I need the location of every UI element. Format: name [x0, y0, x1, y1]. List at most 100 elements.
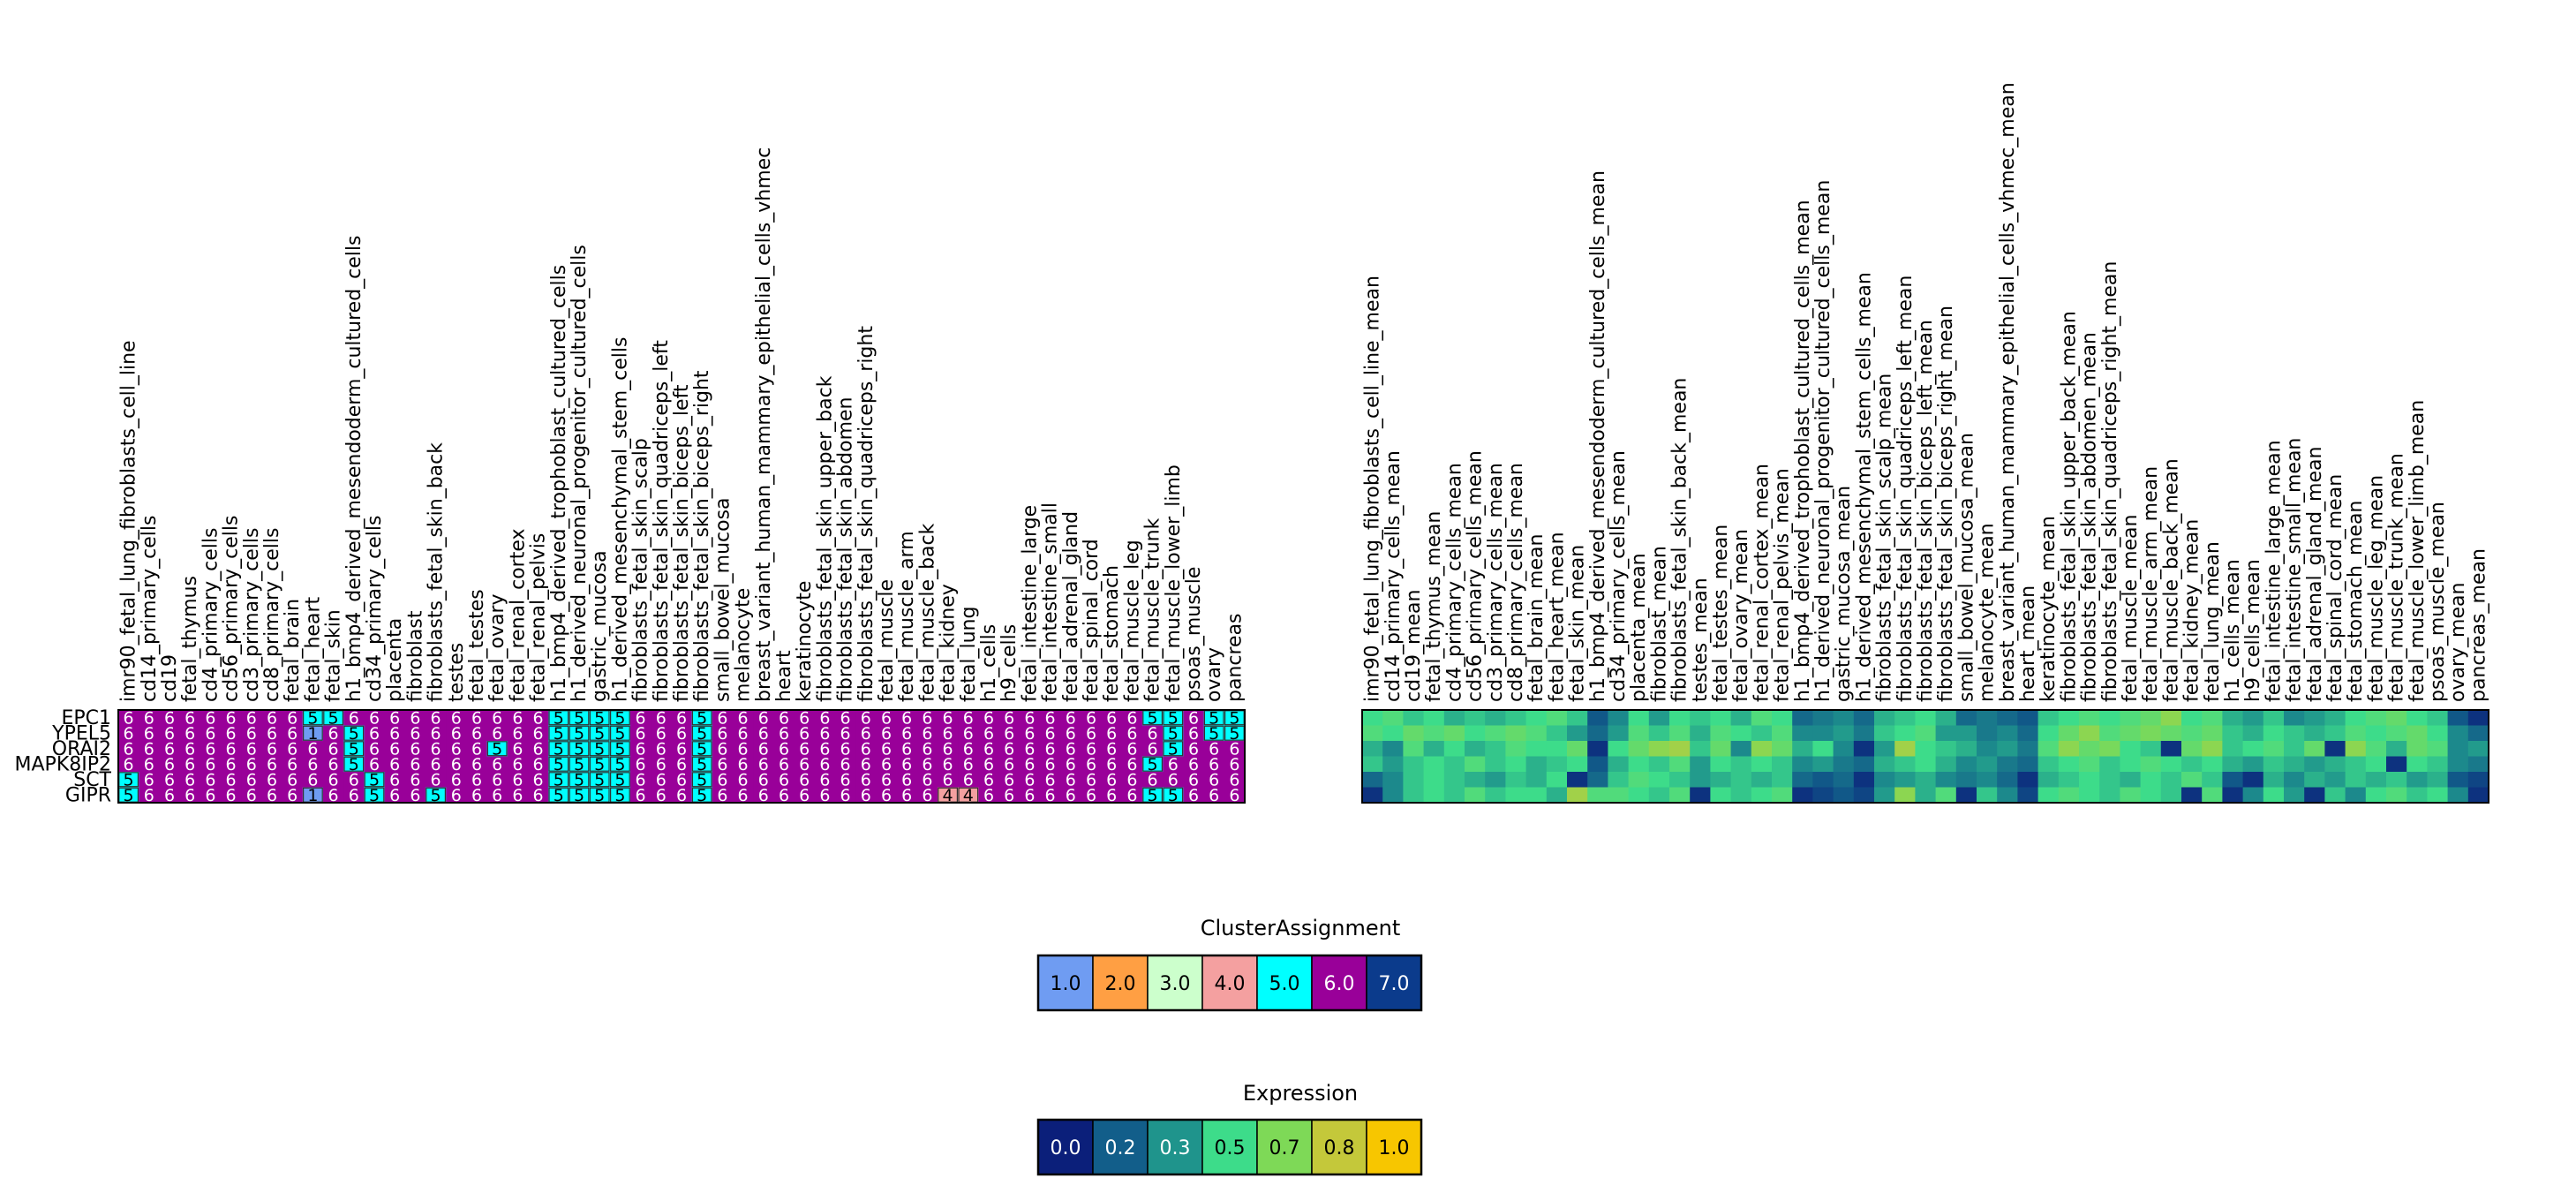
cluster-cell-label: 6 [840, 724, 851, 744]
cluster-cell-label: 6 [1004, 786, 1014, 805]
expression-column-label: fibroblasts_fetal_skin_upper_back_mean [2058, 311, 2080, 702]
cluster-cell-label: 6 [185, 739, 195, 759]
cluster-cell [241, 787, 262, 804]
cluster-cell [651, 787, 672, 804]
expression-cell [1505, 772, 1526, 788]
expression-cell [2284, 741, 2305, 757]
cluster-cell [814, 756, 836, 773]
expression-cell [2181, 787, 2203, 804]
cluster-cell-label: 6 [226, 724, 237, 744]
expression-column-label: cd34_primary_cells_mean [1608, 450, 1630, 702]
expression-cell [2160, 710, 2182, 726]
cluster-cell [1019, 710, 1041, 726]
expression-cell [1710, 725, 1731, 742]
cluster-cell-label: 6 [471, 755, 482, 774]
cluster-cell-label: 5 [1168, 786, 1179, 805]
cluster-cell-label: 6 [471, 770, 482, 789]
cluster-cell-label: 6 [1024, 755, 1035, 774]
expression-column-label: cd4_primary_cells_mean [1443, 463, 1465, 702]
expression-cell [2222, 787, 2243, 804]
cluster-cell [1224, 787, 1246, 804]
cluster-cell [938, 741, 959, 757]
cluster-cell [159, 710, 180, 726]
cluster-column-label: h1_bmp4_derived_trophoblast_cultured_cel… [548, 265, 570, 702]
cluster-cell-label: 6 [205, 755, 215, 774]
expression-cell [1382, 741, 1404, 757]
cluster-column-label: fibroblasts_fetal_skin_back [426, 442, 448, 702]
cluster-cell-label: 6 [431, 724, 441, 744]
cluster-column-label: fetal_skin [323, 609, 345, 702]
cluster-cell-label: 6 [144, 770, 154, 789]
cluster-cell [896, 725, 918, 742]
cluster-cell [404, 772, 426, 788]
cluster-cell [404, 741, 426, 757]
cluster-cell-outline [609, 756, 630, 772]
cluster-cell-label: 6 [226, 786, 237, 805]
expression-cell [2037, 756, 2060, 773]
cluster-cell-label: 6 [246, 770, 257, 789]
expression-cell [1894, 787, 1916, 804]
cluster-cell [958, 725, 979, 742]
cluster-cell-label: 6 [717, 786, 727, 805]
expression-cell [2263, 741, 2285, 757]
cluster-cell-label: 6 [389, 786, 400, 805]
expression-cell [2160, 772, 2182, 788]
cluster-column-labels: imr90_fetal_lung_fibroblasts_cell_linecd… [118, 147, 1247, 702]
cluster-cell-label: 6 [738, 786, 749, 805]
cluster-cell [651, 741, 672, 757]
cluster-cell-label: 6 [246, 786, 257, 805]
cluster-cell-label: 6 [779, 724, 789, 744]
cluster-cell [712, 787, 734, 804]
cluster-cell [466, 772, 487, 788]
cluster-cell-label: 6 [799, 708, 810, 728]
cluster-cell-label: 6 [1106, 739, 1117, 759]
cluster-cell-label: 6 [676, 786, 687, 805]
cluster-cell-label: 6 [1126, 786, 1137, 805]
row-label: MAPK8IP2 [15, 753, 111, 775]
cluster-cell-label: 6 [144, 724, 154, 744]
cluster-cell [609, 787, 631, 804]
cluster-cell [302, 756, 324, 773]
cluster-cell-label: 6 [901, 739, 912, 759]
expression-cell [1935, 772, 1957, 788]
cluster-column-label: fetal_muscle_lower_limb [1163, 464, 1185, 702]
cluster-cell [486, 756, 508, 773]
cluster-cell-label: 6 [410, 708, 420, 728]
cluster-cell-label: 6 [943, 724, 953, 744]
cluster-cell [200, 787, 222, 804]
cluster-cell [1142, 710, 1164, 726]
expression-cell [1669, 725, 1691, 742]
cluster-cell [651, 756, 672, 773]
cluster-cell [1019, 756, 1041, 773]
cluster-cell [139, 787, 160, 804]
cluster-cell [466, 741, 487, 757]
expression-cell [2284, 787, 2305, 804]
expression-cell [2099, 772, 2120, 788]
cluster-cell [323, 741, 344, 757]
expression-cell [2202, 787, 2223, 804]
cluster-cell [1060, 756, 1081, 773]
cluster-cell-label: 6 [963, 724, 974, 744]
cluster-cell [1163, 787, 1184, 804]
cluster-cell-outline [589, 725, 610, 741]
cluster-cell-label: 6 [840, 770, 851, 789]
expression-cell [1730, 725, 1752, 742]
cluster-cell [691, 756, 713, 773]
expression-column-label: h1_bmp4_derived_trophoblast_cultured_cel… [1792, 200, 1814, 702]
expression-column-label: fibroblast_mean [1648, 546, 1670, 702]
cluster-cell [159, 756, 180, 773]
cluster-cell-label: 6 [124, 739, 134, 759]
cluster-cell-label: 6 [410, 724, 420, 744]
expression-cell [1403, 725, 1424, 742]
cluster-cell-label: 5 [574, 786, 584, 805]
expression-column-label: fetal_testes_mean [1710, 525, 1732, 702]
cluster-cell [876, 787, 897, 804]
cluster-cell [691, 725, 713, 742]
expression-cell [1546, 741, 1568, 757]
expression-column-label: fetal_kidney_mean [2181, 519, 2203, 702]
cluster-cell-label: 6 [1106, 786, 1117, 805]
expression-cell [2324, 772, 2346, 788]
cluster-cell-label: 6 [983, 770, 994, 789]
cluster-cell [998, 725, 1021, 742]
cluster-cell-label: 6 [943, 739, 953, 759]
